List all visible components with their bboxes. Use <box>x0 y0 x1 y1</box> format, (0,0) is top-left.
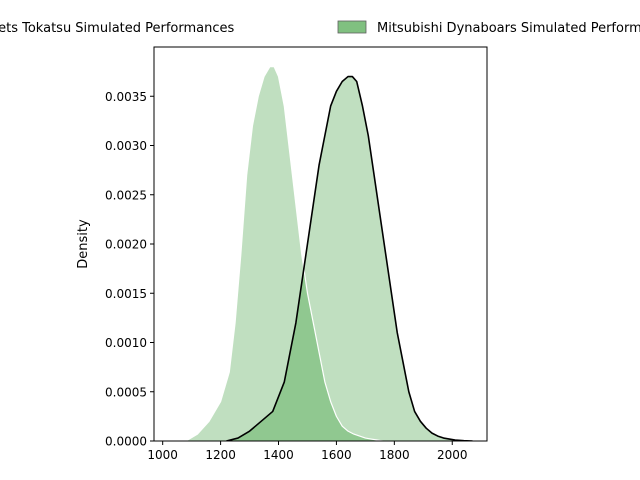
y-tick-label: 0.0030 <box>105 139 147 153</box>
density-area-2 <box>226 76 473 441</box>
y-tick-label: 0.0000 <box>105 435 147 449</box>
y-tick-label: 0.0005 <box>105 385 147 399</box>
legend: Green Rockets Tokatsu Simulated Performa… <box>0 20 640 36</box>
y-tick-label: 0.0015 <box>105 287 147 301</box>
x-axis: 1000 1200 1400 1600 1800 2000 <box>147 441 468 462</box>
legend-label-1: Green Rockets Tokatsu Simulated Performa… <box>0 21 235 36</box>
y-tick-label: 0.0010 <box>105 336 147 350</box>
y-axis-label: Density <box>76 219 91 269</box>
density-overlap-area <box>226 272 383 441</box>
x-tick-label: 1800 <box>379 448 410 462</box>
density-line-1 <box>185 66 383 441</box>
series-layer <box>185 66 473 441</box>
legend-swatch-2 <box>337 20 367 34</box>
y-axis: 0.0000 0.0005 0.0010 0.0015 0.0020 0.0025 0.00… <box>105 90 154 449</box>
density-area-1 <box>185 66 383 441</box>
y-tick-label: 0.0025 <box>105 188 147 202</box>
x-tick-label: 1000 <box>147 448 178 462</box>
density-line-2 <box>226 75 473 441</box>
y-tick-label: 0.0035 <box>105 90 147 104</box>
x-tick-label: 2000 <box>437 448 468 462</box>
x-tick-label: 1400 <box>263 448 294 462</box>
legend-label-2: Mitsubishi Dynaboars Simulated Performan… <box>377 21 640 36</box>
y-tick-label: 0.0020 <box>105 238 147 252</box>
x-tick-label: 1600 <box>321 448 352 462</box>
x-tick-label: 1200 <box>205 448 236 462</box>
